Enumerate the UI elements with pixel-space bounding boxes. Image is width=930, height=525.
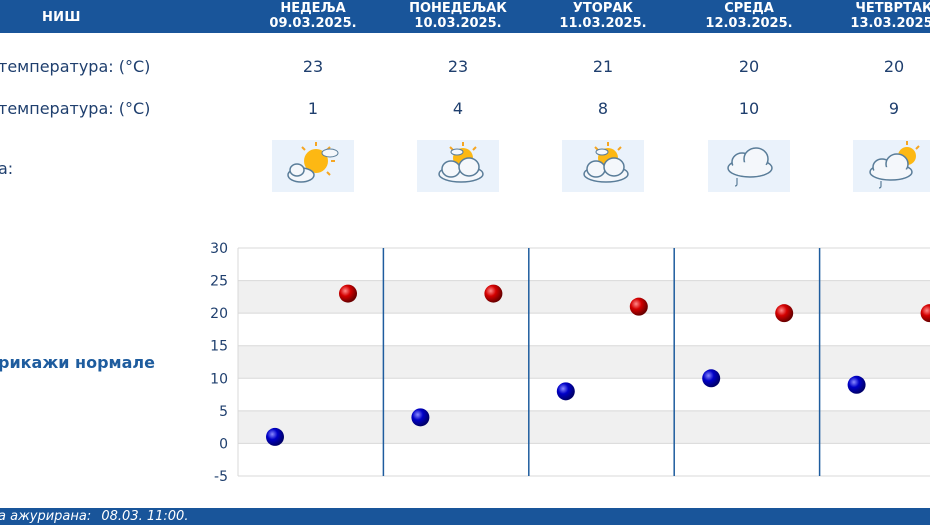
min-temp-point — [847, 375, 866, 394]
header-bar: НИШ НЕДЕЉА 09.03.2025. ПОНЕДЕЉАК 10.03.2… — [0, 0, 930, 33]
max-temp-value: 23 — [447, 57, 469, 76]
cloud-sun-icon — [417, 140, 499, 192]
y-tick-label: 15 — [210, 339, 228, 355]
footer-bar: а ажурирана: 08.03. 11:00. — [0, 508, 930, 525]
day-name: УТОРАК — [572, 1, 634, 16]
min-temp-label: температура: (°C) — [0, 99, 151, 118]
min-temp-value: 9 — [888, 99, 900, 118]
chart-band — [238, 345, 930, 379]
min-temp-value: 1 — [307, 99, 319, 118]
min-temp-value: 10 — [738, 99, 760, 118]
y-tick-label: 5 — [219, 404, 228, 420]
day-date: 12.03.2025. — [705, 16, 793, 31]
min-temp-point — [266, 427, 284, 446]
min-temp-point — [411, 408, 430, 427]
day-header-1: НЕДЕЉА 09.03.2025. — [248, 1, 378, 31]
min-temp-value: 8 — [597, 99, 609, 118]
max-temp-point — [484, 284, 503, 303]
day-date: 11.03.2025. — [559, 16, 647, 31]
day-name: НЕДЕЉА — [280, 1, 346, 16]
y-tick-label: 30 — [210, 241, 228, 257]
y-tick-label: -5 — [214, 469, 228, 485]
y-tick-label: 25 — [210, 274, 228, 290]
cloud-sun-icon — [562, 140, 644, 192]
cloud-rain-icon — [708, 140, 790, 192]
max-temp-point — [920, 304, 930, 323]
max-temp-value: 21 — [592, 57, 614, 76]
min-temp-point — [702, 369, 721, 388]
day-date: 09.03.2025. — [269, 16, 357, 31]
max-temp-point — [629, 297, 648, 316]
y-tick-label: 0 — [219, 436, 228, 452]
city-name: НИШ — [42, 10, 81, 25]
day-name: ЧЕТВРТАК — [855, 1, 930, 16]
y-tick-label: 20 — [210, 306, 228, 322]
min-temp-value: 4 — [452, 99, 464, 118]
show-normals-link[interactable]: рикажи нормале — [0, 353, 155, 372]
cloud-sun-rain-icon — [853, 140, 930, 192]
weather-label: а: — [0, 159, 14, 178]
last-updated: а ажурирана: 08.03. 11:00. — [0, 509, 188, 524]
max-temp-point — [775, 304, 794, 323]
day-date: 13.03.2025. — [850, 16, 930, 31]
day-header-5: ЧЕТВРТАК 13.03.2025. — [829, 1, 930, 31]
day-header-4: СРЕДА 12.03.2025. — [684, 1, 814, 31]
max-temp-value: 20 — [883, 57, 905, 76]
y-tick-label: 10 — [210, 371, 228, 387]
day-date: 10.03.2025. — [414, 16, 502, 31]
chart-band — [238, 410, 930, 444]
sun-cloud-icon — [272, 140, 354, 192]
day-name: СРЕДА — [724, 1, 774, 16]
max-temp-value: 20 — [738, 57, 760, 76]
max-temp-label: температура: (°C) — [0, 57, 151, 76]
max-temp-value: 23 — [302, 57, 324, 76]
day-header-3: УТОРАК 11.03.2025. — [538, 1, 668, 31]
last-updated-value: 08.03. 11:00. — [101, 509, 189, 524]
last-updated-label: а ажурирана: — [0, 509, 92, 524]
day-header-2: ПОНЕДЕЉАК 10.03.2025. — [393, 1, 523, 31]
min-temp-point — [556, 382, 575, 401]
day-name: ПОНЕДЕЉАК — [409, 1, 507, 16]
max-temp-point — [339, 284, 357, 303]
temperature-chart: 30 25 20 15 10 5 0 -5 — [210, 241, 930, 485]
